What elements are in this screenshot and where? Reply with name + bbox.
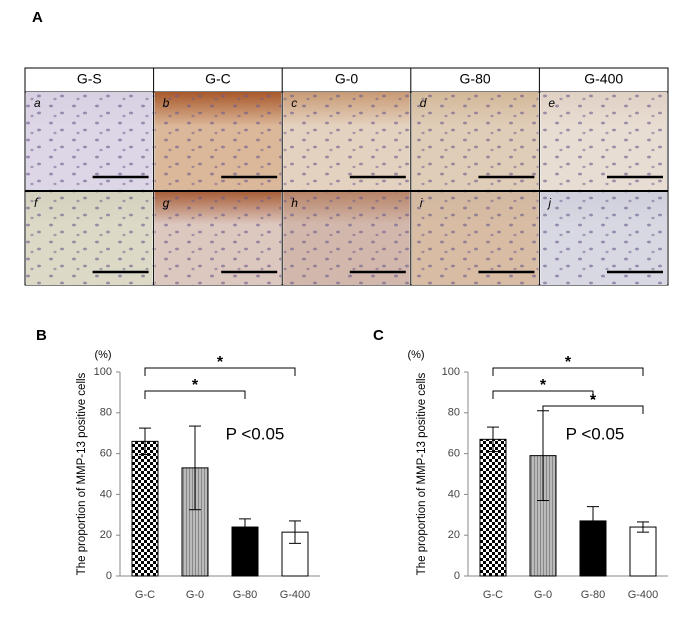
error-bar	[189, 425, 201, 511]
cell-texture	[26, 192, 153, 285]
cell-texture	[411, 92, 539, 190]
error-bar	[139, 427, 151, 456]
y-tick-label: 20	[100, 529, 112, 541]
image-label: b	[163, 96, 170, 110]
x-tick-label: G-400	[628, 589, 659, 601]
column-header: G-400	[584, 71, 623, 87]
image-label: i	[420, 196, 423, 210]
image-label: d	[420, 96, 427, 110]
image-label: c	[291, 96, 297, 110]
y-tick-label: 100	[94, 366, 112, 378]
panel-label: A	[32, 9, 43, 26]
column-header: G-0	[335, 71, 359, 87]
significance-bracket	[144, 367, 296, 376]
cell-texture	[411, 192, 539, 285]
y-tick-label: 80	[100, 407, 112, 419]
column-header: G-S	[77, 71, 102, 87]
micrograph-grid: G-S G-C G-0 G-80 G-400 a b c d e f g h i j	[24, 67, 669, 286]
bar	[479, 438, 507, 577]
cell-texture	[283, 192, 410, 285]
y-unit: (%)	[94, 349, 111, 361]
y-tick-label: 40	[100, 488, 112, 500]
bar	[131, 440, 159, 577]
x-tick-label: G-80	[581, 589, 605, 601]
y-tick-label: 0	[106, 570, 112, 582]
y-axis-label: The proportion of MMP-13 positive cells	[76, 372, 88, 575]
image-label: a	[34, 96, 41, 110]
cell-texture	[283, 92, 410, 190]
significance-label: *	[590, 392, 597, 409]
cell-texture	[540, 192, 667, 285]
column-header: G-80	[460, 71, 491, 87]
bar	[231, 526, 259, 577]
cell-texture	[154, 92, 282, 190]
error-bar	[637, 521, 649, 533]
y-tick-label: 40	[448, 488, 460, 500]
cell-texture	[26, 92, 153, 190]
x-tick-label: G-0	[534, 589, 552, 601]
image-label: e	[548, 96, 555, 110]
error-bar	[289, 520, 301, 544]
y-unit: (%)	[407, 349, 424, 361]
y-tick-label: 100	[442, 366, 460, 378]
image-label: j	[546, 196, 551, 210]
significance-label: *	[565, 354, 572, 371]
significance-bracket	[542, 405, 644, 414]
annotation: P <0.05	[566, 424, 625, 443]
cell-texture	[154, 192, 282, 285]
x-tick-label: G-400	[280, 589, 311, 601]
panel-label: C	[373, 327, 384, 344]
x-tick-label: G-C	[483, 589, 503, 601]
x-tick-label: G-C	[135, 589, 155, 601]
x-tick-label: G-0	[186, 589, 204, 601]
significance-label: *	[217, 354, 224, 371]
image-label: f	[34, 196, 39, 210]
x-tick-label: G-80	[233, 589, 257, 601]
column-header: G-C	[205, 71, 231, 87]
cell-texture	[540, 92, 667, 190]
y-tick-label: 0	[454, 570, 460, 582]
y-tick-label: 80	[448, 407, 460, 419]
y-axis-label: The proportion of MMP-13 positive cells	[416, 372, 428, 575]
panel-label: B	[36, 327, 47, 344]
significance-bracket	[492, 390, 594, 399]
bar	[629, 526, 657, 577]
significance-bracket	[492, 367, 644, 376]
annotation: P <0.05	[226, 424, 285, 443]
y-tick-label: 20	[448, 529, 460, 541]
image-label: g	[163, 196, 170, 210]
y-tick-label: 60	[448, 448, 460, 460]
significance-bracket	[144, 390, 246, 399]
image-label: h	[291, 196, 298, 210]
significance-label: *	[192, 377, 199, 394]
significance-label: *	[540, 377, 547, 394]
error-bar	[487, 426, 499, 453]
error-bar	[587, 506, 599, 536]
y-tick-label: 60	[100, 448, 112, 460]
error-bar	[239, 518, 251, 536]
